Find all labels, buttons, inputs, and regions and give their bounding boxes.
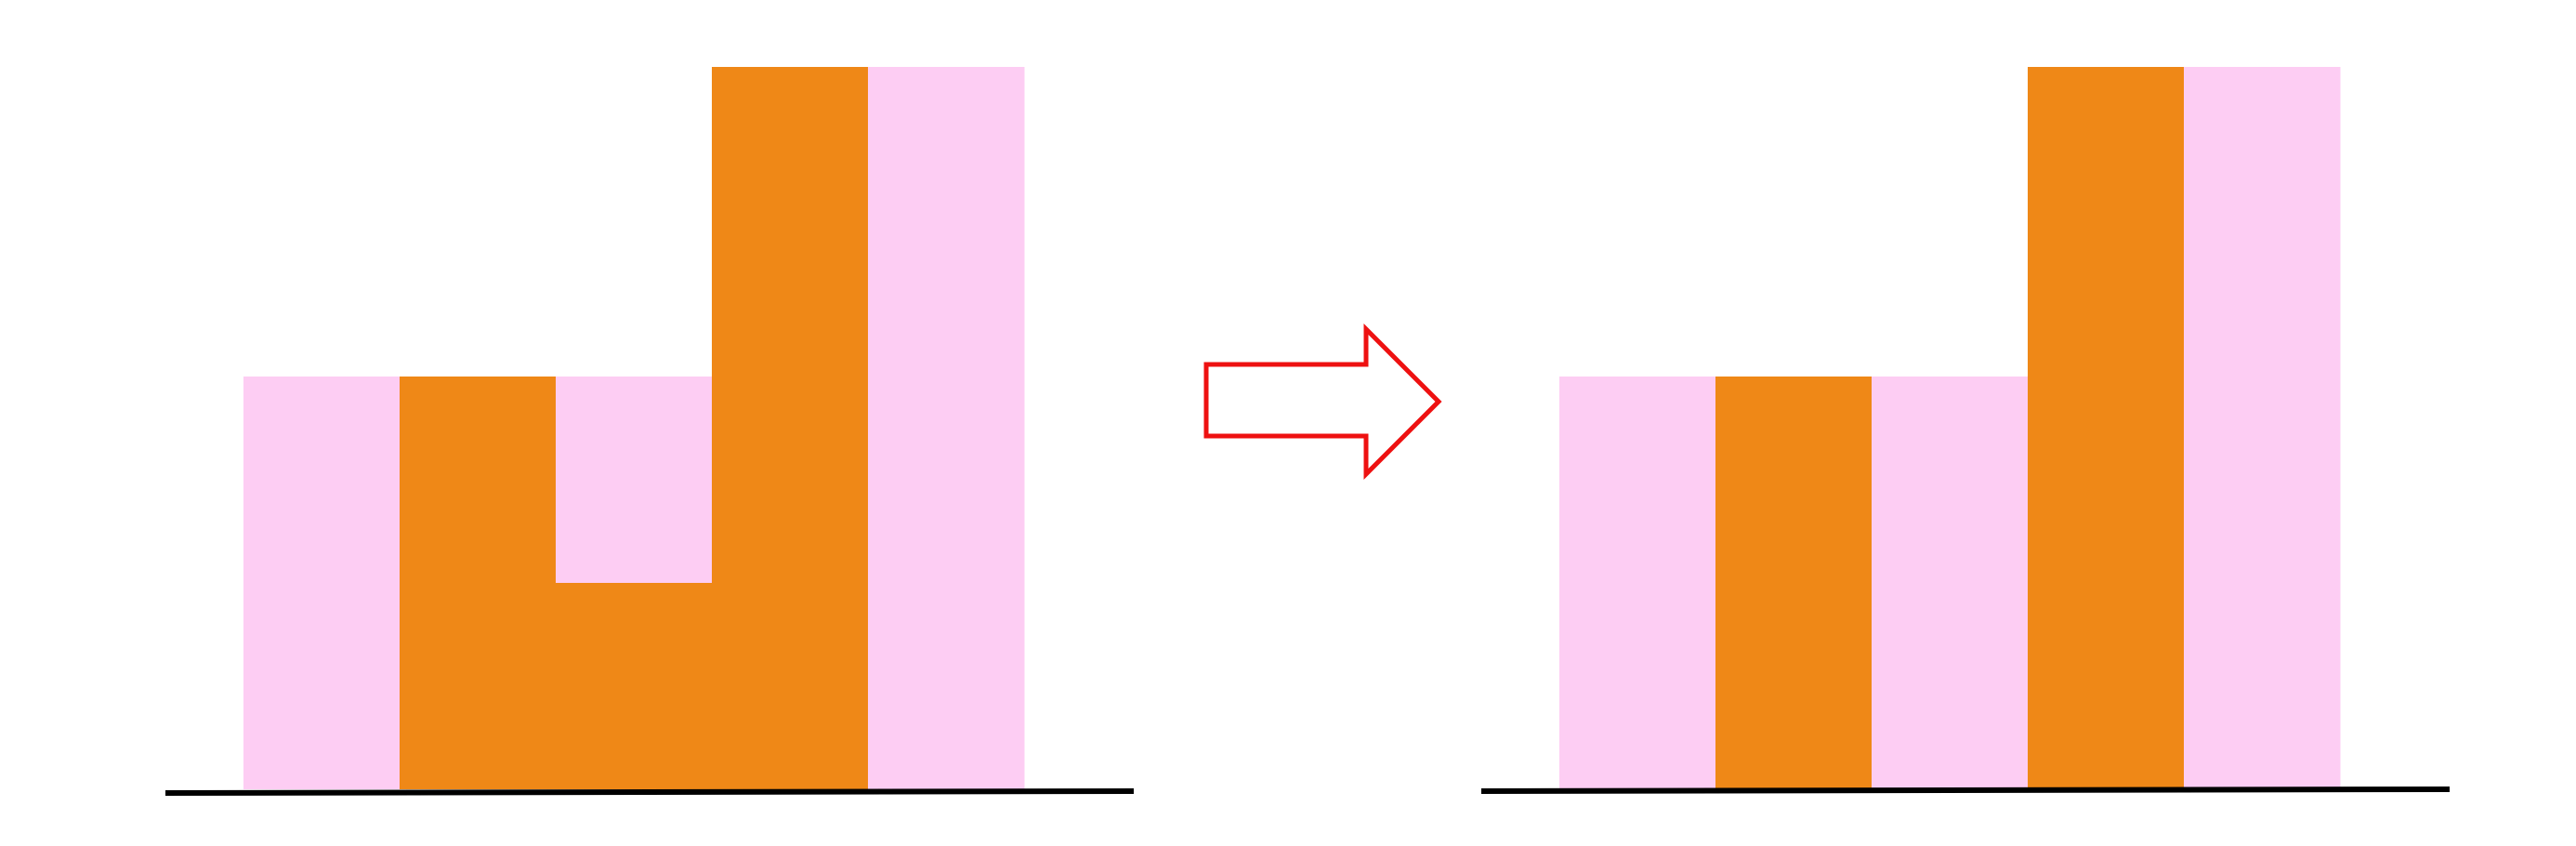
after-column-2: [1715, 377, 1873, 789]
before-diagram: [164, 67, 1135, 796]
hollow-right-arrow-icon: [1203, 323, 1442, 481]
after-column-5: [2184, 67, 2341, 789]
after-column-1: [1559, 377, 1716, 789]
before-column-3-pink-segment: [556, 377, 712, 583]
after-column-4: [2028, 67, 2185, 789]
after-column-3: [1872, 377, 2029, 789]
after-baseline: [1480, 787, 2451, 794]
after-diagram: [1480, 67, 2451, 794]
before-column-3-orange-segment: [556, 583, 712, 789]
before-column-1: [243, 377, 401, 789]
before-column-2: [400, 377, 557, 789]
before-column-4: [712, 67, 869, 789]
transform-arrow: [1203, 323, 1442, 481]
before-baseline: [164, 788, 1135, 796]
before-column-5: [868, 67, 1025, 789]
